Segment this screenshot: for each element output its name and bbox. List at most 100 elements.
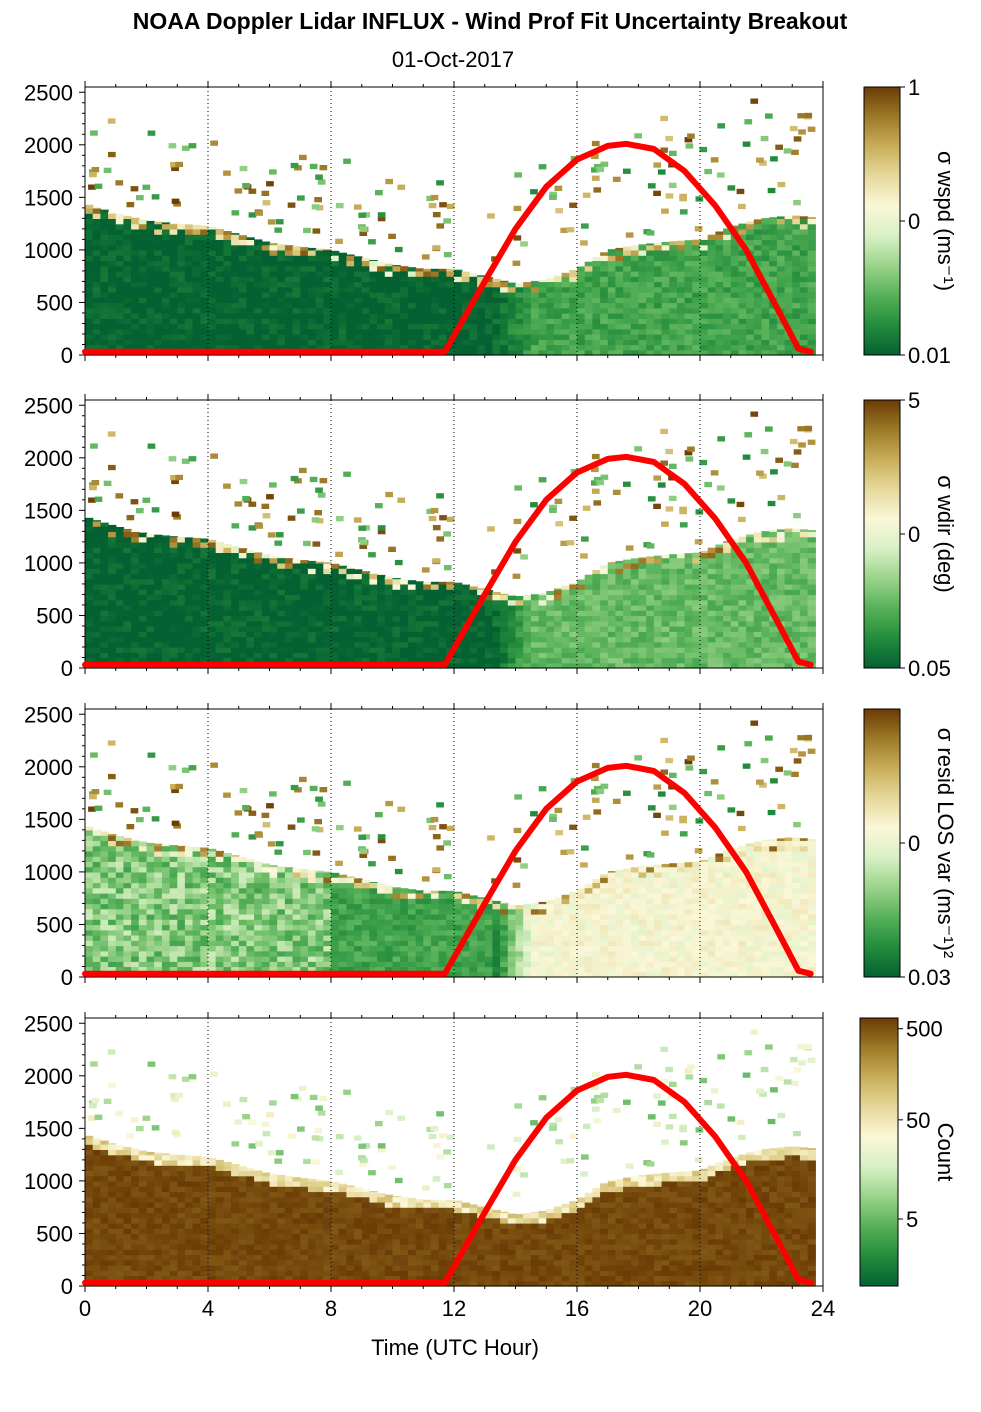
heatmap-cell: [784, 349, 793, 356]
heatmap-cell: [354, 328, 363, 335]
heatmap-cell: [254, 652, 263, 659]
heatmap-cell: [446, 328, 455, 335]
heatmap-cell: [138, 562, 148, 569]
heatmap-cell: [646, 286, 655, 293]
colorbar: [863, 399, 901, 669]
heatmap-cell: [92, 856, 101, 862]
heatmap-cell: [769, 641, 778, 648]
heatmap-cell: [569, 583, 578, 590]
heatmap-cell: [369, 594, 378, 601]
heatmap-cell: [92, 520, 101, 522]
heatmap-cell: [443, 531, 451, 537]
heatmap-cell: [184, 224, 194, 230]
heatmap-cell: [261, 652, 271, 659]
heatmap-cell: [138, 228, 148, 235]
heatmap-cell: [208, 652, 217, 659]
heatmap-cell: [615, 270, 624, 277]
heatmap-cell: [436, 180, 444, 186]
heatmap-cell: [592, 599, 601, 606]
heatmap-cell: [192, 615, 201, 622]
heatmap-cell: [523, 657, 532, 664]
heatmap-cell: [661, 636, 670, 643]
heatmap-cell: [392, 631, 401, 638]
heatmap-cell: [607, 647, 617, 653]
heatmap-cell: [715, 260, 724, 267]
heatmap-cell: [146, 536, 155, 543]
heatmap-cell: [792, 228, 801, 235]
heatmap-cell: [131, 339, 140, 346]
heatmap-cell: [215, 228, 224, 235]
heatmap-cell: [638, 318, 647, 325]
heatmap-cell: [138, 328, 148, 335]
heatmap-cell: [177, 935, 186, 941]
heatmap-cell: [115, 615, 125, 622]
heatmap-cell: [646, 599, 655, 606]
heatmap-cell: [138, 219, 148, 225]
heatmap-cell: [799, 636, 809, 643]
heatmap-cell: [85, 520, 94, 527]
heatmap-cell: [100, 871, 109, 878]
heatmap-cell: [169, 334, 178, 340]
heatmap-cell: [331, 631, 340, 638]
heatmap-cell: [368, 552, 376, 558]
heatmap-cell: [592, 291, 601, 298]
heatmap-cell: [284, 302, 294, 309]
heatmap-cell: [438, 291, 447, 298]
heatmap-cell: [354, 631, 363, 638]
heatmap-cell: [769, 552, 778, 559]
heatmap-cell: [676, 562, 686, 569]
heatmap-cell: [615, 302, 624, 309]
heatmap-cell: [377, 604, 386, 611]
heatmap-cell: [115, 877, 125, 884]
heatmap-cell: [792, 323, 801, 330]
heatmap-cell: [361, 258, 371, 261]
heatmap-cell: [638, 557, 647, 559]
heatmap-cell: [246, 641, 255, 648]
heatmap-cell: [669, 599, 678, 606]
heatmap-cell: [299, 154, 307, 161]
heatmap-cell: [569, 599, 578, 606]
heatmap-cell: [507, 652, 517, 659]
heatmap-cell: [269, 636, 278, 643]
heatmap-cell: [469, 620, 478, 627]
heatmap-cell: [100, 631, 109, 638]
heatmap-cell: [108, 615, 117, 622]
heatmap-cell: [192, 265, 201, 272]
heatmap-cell: [377, 318, 386, 325]
heatmap-cell: [303, 227, 311, 234]
heatmap-cell: [461, 662, 470, 669]
heatmap-cell: [238, 626, 248, 632]
heatmap-cell: [392, 610, 401, 617]
heatmap-cell: [231, 239, 240, 246]
heatmap-cell: [307, 307, 317, 314]
heatmap-cell: [315, 589, 324, 596]
heatmap-cell: [477, 349, 486, 356]
heatmap-cell: [792, 552, 801, 559]
heatmap-cell: [161, 223, 171, 230]
heatmap-cell: [177, 908, 186, 915]
heatmap-cell: [131, 594, 140, 601]
heatmap-cell: [538, 592, 547, 596]
heatmap-cell: [577, 647, 586, 653]
heatmap-cell: [100, 228, 109, 235]
heatmap-cell: [223, 234, 232, 240]
heatmap-cell: [223, 657, 232, 664]
heatmap-cell: [354, 334, 363, 340]
heatmap-cell: [338, 652, 347, 659]
heatmap-cell: [369, 260, 378, 261]
heatmap-cell: [807, 270, 816, 277]
heatmap-cell: [100, 234, 109, 240]
heatmap-cell: [484, 641, 494, 648]
heatmap-cell: [138, 265, 148, 272]
heatmap-cell: [138, 573, 148, 580]
heatmap-cell: [123, 610, 132, 617]
heatmap-cell: [323, 255, 332, 262]
heatmap-cell: [761, 626, 770, 632]
heatmap-cell: [777, 494, 786, 501]
heatmap-cell: [254, 328, 263, 335]
heatmap-cell: [154, 950, 163, 957]
heatmap-cell: [173, 514, 181, 520]
heatmap-cell: [323, 562, 332, 569]
heatmap-cell: [784, 249, 793, 256]
